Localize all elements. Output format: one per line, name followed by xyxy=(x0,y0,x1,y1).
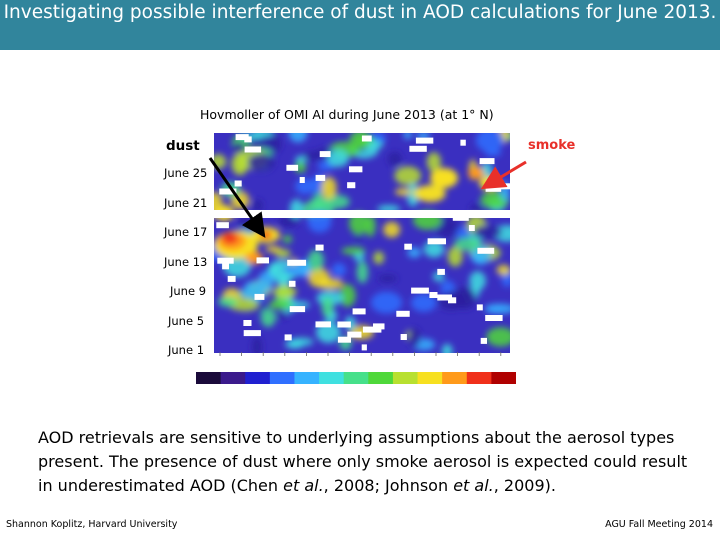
plot-field xyxy=(214,133,510,353)
smoke-label: smoke xyxy=(528,138,576,153)
y-label-june-21: June 21 xyxy=(164,196,208,210)
hovmoller-plot xyxy=(214,133,510,353)
y-label-june-17: June 17 xyxy=(164,225,208,239)
x-tick-marks xyxy=(219,352,502,356)
y-label-june-25: June 25 xyxy=(164,166,208,180)
body-paragraph: AOD retrievals are sensitive to underlyi… xyxy=(38,426,698,498)
colorbar xyxy=(196,372,516,384)
body-text-italic: et al. xyxy=(283,476,324,495)
figure-title: Hovmoller of OMI AI during June 2013 (at… xyxy=(200,107,494,122)
y-label-june-1: June 1 xyxy=(168,343,205,357)
y-label-june-13: June 13 xyxy=(164,255,208,269)
body-text-part: , 2008; Johnson xyxy=(323,476,454,495)
body-text-part: AOD retrievals are sensitive to underlyi… xyxy=(38,428,688,495)
slide-title: Investigating possible interference of d… xyxy=(3,2,717,23)
y-label-june-5: June 5 xyxy=(168,314,205,328)
footer-author: Shannon Koplitz, Harvard University xyxy=(6,519,178,530)
footer-meeting: AGU Fall Meeting 2014 xyxy=(605,519,713,530)
y-label-june-9: June 9 xyxy=(170,284,207,298)
body-text-italic: et al. xyxy=(453,476,494,495)
dust-label: dust xyxy=(166,138,200,154)
body-text-part: , 2009). xyxy=(493,476,556,495)
missing-row-band xyxy=(214,210,510,218)
title-bar xyxy=(0,0,720,50)
